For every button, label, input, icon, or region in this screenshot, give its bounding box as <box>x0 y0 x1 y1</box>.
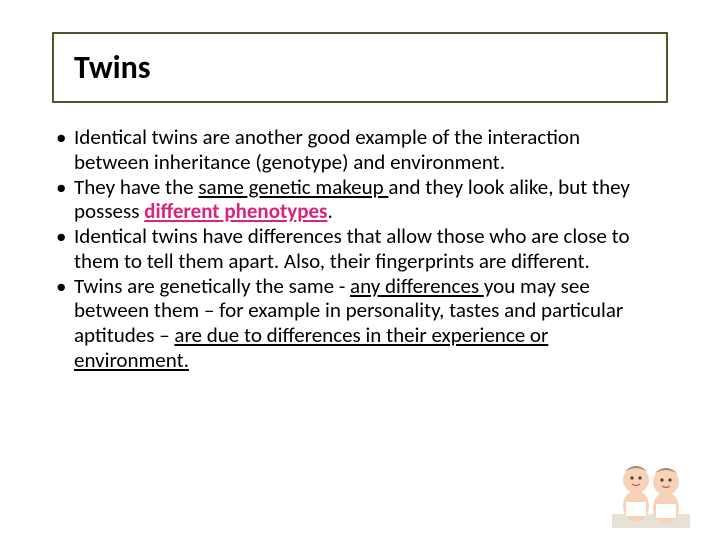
bullet-list: Identical twins are another good example… <box>56 125 656 373</box>
bullet-item: Identical twins have differences that al… <box>56 224 656 274</box>
bullet-text: Identical twins are another good example… <box>74 124 580 175</box>
babies-icon <box>612 458 690 528</box>
bullet-item: Twins are genetically the same - any dif… <box>56 274 656 373</box>
bullet-item: Identical twins are another good example… <box>56 125 656 175</box>
title-box: Twins <box>52 32 668 103</box>
bullet-text: . <box>327 198 332 224</box>
bullet-text: Twins are genetically the same - <box>74 273 350 299</box>
bullet-text: They have the <box>74 174 198 200</box>
bullet-item: They have the same genetic makeup and th… <box>56 175 656 225</box>
bullet-text: Identical twins have differences that al… <box>74 223 630 274</box>
bullet-text-underline: any differences <box>350 273 484 299</box>
body-text: Identical twins are another good example… <box>52 125 668 373</box>
slide-title: Twins <box>74 48 646 87</box>
bullet-text-emphasis: different phenotypes <box>144 198 327 224</box>
bullet-text-underline: same genetic makeup <box>198 174 388 200</box>
twin-babies-image <box>612 458 690 528</box>
slide: Twins Identical twins are another good e… <box>0 0 720 540</box>
